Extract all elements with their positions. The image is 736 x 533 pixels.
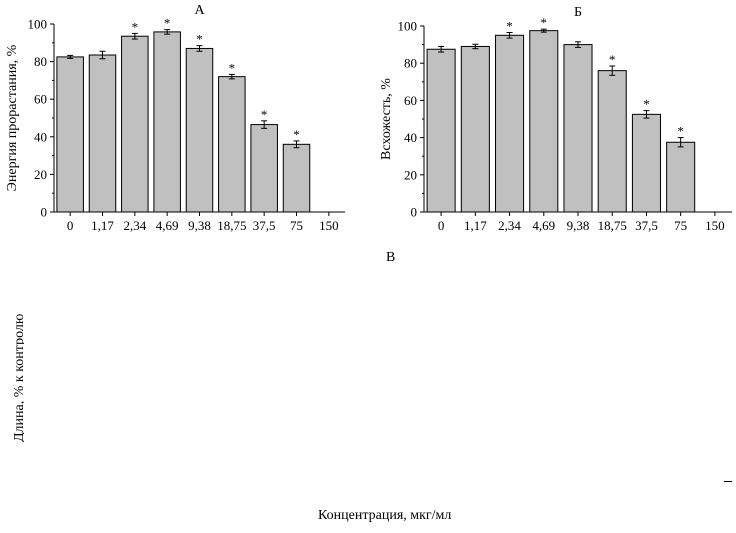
panel-b-significance-marker: *: [609, 52, 616, 67]
panel-b-significance-marker: *: [506, 19, 513, 34]
panel-b-significance-marker: *: [643, 97, 650, 112]
panel-b-bar: [631, 113, 661, 213]
panel-a-bar: [250, 124, 278, 213]
panel-c-label: В: [386, 246, 395, 262]
panel-a-panel-label: А: [194, 3, 205, 18]
panel-b-bar: [597, 70, 627, 213]
panel-b-x-tick-label: 2,34: [498, 218, 521, 233]
panel-a-bar: [218, 76, 246, 213]
panel-b-bar: [563, 44, 593, 213]
panel-b-bar: [666, 141, 696, 213]
panel-a-bar: [56, 56, 84, 213]
panel-b-y-tick-label: 0: [411, 205, 418, 220]
panel-b-y-tick-label: 20: [404, 167, 417, 182]
panel-b-x-tick-label: 150: [705, 218, 725, 233]
panel-a-x-tick-label: 75: [290, 218, 303, 233]
panel-c-ylabel-text: Длина, % к контролю: [12, 313, 24, 442]
panel-b-bar: [529, 30, 559, 213]
panel-a-bar: [88, 54, 117, 213]
panel-b-x-tick-label: 18,75: [598, 218, 627, 233]
panel-b-bar: [426, 48, 456, 213]
panel-b-y-tick-label: 40: [404, 130, 417, 145]
panel-a-y-tick-label: 20: [34, 167, 47, 182]
panel-a-bar: [185, 47, 214, 213]
panel-b-x-tick-label: 9,38: [567, 218, 590, 233]
panel-b-y-tick-label: 100: [398, 19, 418, 34]
panel-a-x-tick-label: 150: [319, 218, 339, 233]
panel-a-bar: [153, 31, 181, 213]
panel-a-x-tick-label: 4,69: [156, 218, 179, 233]
panel-a-bar: [282, 143, 311, 213]
panel-b-y-tick-label: 80: [404, 56, 417, 71]
panel-a-significance-marker: *: [229, 60, 236, 75]
panel-b-x-tick-label: 1,17: [464, 218, 487, 233]
panel-b-significance-marker: *: [541, 15, 548, 30]
panel-b-x-tick-label: 75: [674, 218, 687, 233]
panel-b-x-tick-label: 0: [438, 218, 445, 233]
panel-c-xlabel: Концентрация, мкг/мл: [318, 510, 451, 522]
panel-b-bar: [495, 34, 525, 213]
panel-b-x-tick-label: 37,5: [635, 218, 658, 233]
panel-b-x-tick-label: 4,69: [532, 218, 555, 233]
panel-a-y-axis-label: Энергия прорастания, %: [5, 44, 20, 191]
panel-a-y-tick-label: 80: [34, 54, 47, 69]
panel-a-bar: [121, 35, 149, 213]
panel-a-x-tick-label: 18,75: [217, 218, 246, 233]
panel-a-significance-marker: *: [132, 19, 139, 34]
panel-a-y-tick-label: 40: [34, 129, 47, 144]
panel-c-ylabel: Длина, % к контролю: [0, 296, 24, 450]
panel-a-x-tick-label: 37,5: [253, 218, 276, 233]
panel-a-y-tick-label: 60: [34, 92, 47, 107]
panel-a-significance-marker: *: [293, 127, 300, 142]
panel-c-xlabel-text: Концентрация, мкг/мл: [318, 510, 452, 522]
panel-a-significance-marker: *: [164, 16, 171, 31]
panel-a-x-tick-label: 1,17: [91, 218, 114, 233]
panel-b-significance-marker: *: [677, 124, 684, 139]
panel-a-x-tick-label: 0: [67, 218, 74, 233]
panel-a-x-tick-label: 9,38: [188, 218, 211, 233]
panel-b-panel-label: Б: [574, 5, 582, 20]
panel-b-bar: [460, 45, 490, 213]
panel-a-significance-marker: *: [261, 107, 268, 122]
panel-c-label-text: В: [386, 250, 396, 262]
panel-b-y-axis-label: Всхожесть, %: [379, 78, 394, 160]
panel-a-y-tick-label: 0: [41, 205, 48, 220]
panel-a-x-tick-label: 2,34: [123, 218, 146, 233]
panel-c-edge-mark: [724, 481, 732, 482]
panel-a-y-tick-label: 100: [28, 17, 48, 32]
panel-b-y-tick-label: 60: [404, 93, 417, 108]
panel-a-significance-marker: *: [196, 32, 203, 47]
